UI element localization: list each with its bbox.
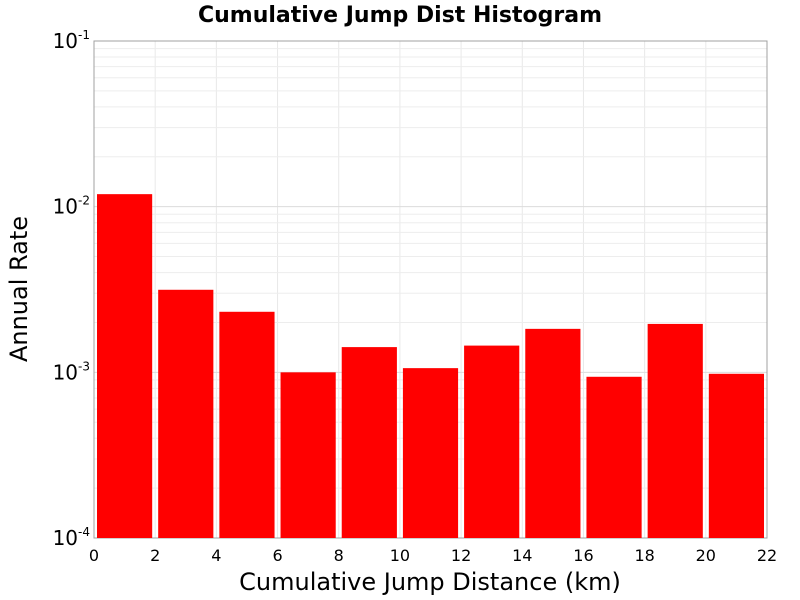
histogram-bar xyxy=(708,373,764,538)
histogram-bar xyxy=(647,323,703,538)
y-tick-label: 10-4 xyxy=(53,525,90,550)
x-tick-label: 6 xyxy=(272,546,282,565)
x-tick-label: 16 xyxy=(573,546,593,565)
x-tick-label: 4 xyxy=(211,546,221,565)
histogram-bar xyxy=(97,194,153,538)
x-tick-label: 8 xyxy=(334,546,344,565)
bars xyxy=(97,194,764,538)
histogram-bar xyxy=(402,368,459,538)
y-tick-label: 10-1 xyxy=(53,28,90,53)
x-tick-label: 14 xyxy=(512,546,532,565)
y-axis-label: Annual Rate xyxy=(5,216,33,362)
x-tick-label: 2 xyxy=(150,546,160,565)
histogram-bar xyxy=(464,345,520,538)
y-tick-label: 10-2 xyxy=(53,194,90,219)
x-tick-label: 12 xyxy=(451,546,471,565)
x-tick-label: 18 xyxy=(634,546,654,565)
histogram-bar xyxy=(158,289,214,538)
histogram-bar xyxy=(586,376,642,538)
x-tick-label: 0 xyxy=(89,546,99,565)
x-tick-label: 10 xyxy=(390,546,410,565)
y-tick-label: 10-3 xyxy=(53,359,90,384)
histogram-bar xyxy=(219,311,275,538)
x-tick-label: 20 xyxy=(696,546,716,565)
y-axis-ticks: 10-4 10-3 10-2 10-1 xyxy=(53,28,90,550)
chart-title: Cumulative Jump Dist Histogram xyxy=(198,3,602,28)
x-axis-label: Cumulative Jump Distance (km) xyxy=(239,568,621,596)
x-axis-ticks: 0 2 4 6 8 10 12 14 16 18 20 22 xyxy=(89,546,777,565)
histogram-bar xyxy=(280,372,336,538)
histogram-bar xyxy=(525,328,581,538)
histogram-bar xyxy=(341,347,397,538)
x-tick-label: 22 xyxy=(757,546,777,565)
